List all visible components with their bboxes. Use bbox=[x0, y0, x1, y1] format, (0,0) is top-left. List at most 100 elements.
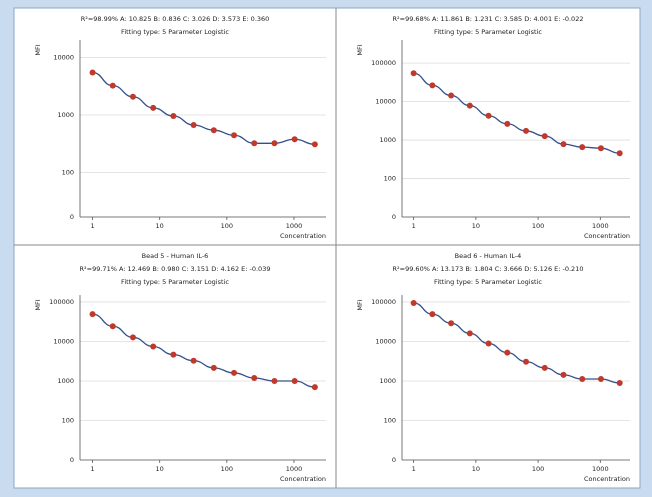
y-tick-label: 100000 bbox=[49, 298, 74, 306]
x-tick-label: 10 bbox=[472, 465, 480, 473]
data-point bbox=[150, 343, 157, 350]
data-point bbox=[429, 82, 436, 89]
y-tick-label: 100000 bbox=[371, 59, 396, 67]
y-tick-label: 1000 bbox=[57, 377, 74, 385]
x-tick-label: 1000 bbox=[286, 222, 303, 230]
data-point bbox=[485, 112, 492, 119]
panel bbox=[13, 7, 641, 489]
y-tick-label: 0 bbox=[70, 456, 74, 464]
x-tick-label: 100 bbox=[221, 465, 233, 473]
fit-equation: R²=98.99% A: 10.825 B: 0.836 C: 3.026 D:… bbox=[81, 15, 270, 23]
data-point bbox=[410, 299, 417, 306]
data-point bbox=[170, 113, 177, 120]
chart-subtitle: Fitting type: 5 Parameter Logistic bbox=[434, 28, 542, 36]
data-point bbox=[150, 104, 157, 111]
data-point bbox=[271, 140, 278, 147]
chart-title: Bead 6 - Human IL-4 bbox=[455, 252, 522, 260]
data-point bbox=[616, 379, 623, 386]
data-point bbox=[190, 122, 197, 129]
x-tick-label: 1000 bbox=[286, 465, 303, 473]
y-tick-label: 1000 bbox=[379, 136, 396, 144]
x-tick-label: 1 bbox=[90, 222, 94, 230]
fit-equation: R²=99.68% A: 11.861 B: 1.231 C: 3.585 D:… bbox=[393, 15, 584, 23]
data-point bbox=[231, 132, 238, 139]
data-point bbox=[579, 144, 586, 151]
data-point bbox=[271, 377, 278, 384]
data-point bbox=[429, 311, 436, 318]
fit-equation: R²=99.60% A: 13.173 B: 1.804 C: 3.666 D:… bbox=[393, 265, 584, 273]
y-tick-label: 0 bbox=[70, 213, 74, 221]
chart-title: Bead 5 - Human IL-6 bbox=[142, 252, 209, 260]
x-tick-label: 10 bbox=[156, 222, 164, 230]
x-tick-label: 10 bbox=[472, 222, 480, 230]
data-point bbox=[466, 330, 473, 337]
chart-subtitle: Fitting type: 5 Parameter Logistic bbox=[121, 278, 229, 286]
y-axis-label: MFI bbox=[34, 299, 42, 310]
y-tick-label: 10000 bbox=[375, 337, 396, 345]
data-point bbox=[129, 334, 136, 341]
y-tick-label: 10000 bbox=[53, 53, 74, 61]
data-point bbox=[523, 127, 530, 134]
y-tick-label: 10000 bbox=[53, 337, 74, 345]
data-point bbox=[231, 369, 238, 376]
data-point bbox=[251, 374, 258, 381]
x-tick-label: 100 bbox=[532, 222, 544, 230]
data-point bbox=[466, 102, 473, 109]
x-tick-label: 1 bbox=[412, 465, 416, 473]
y-tick-label: 10000 bbox=[375, 98, 396, 106]
x-axis-label: Concentration bbox=[280, 475, 326, 483]
x-tick-label: 1000 bbox=[592, 222, 609, 230]
chart-subtitle: Fitting type: 5 Parameter Logistic bbox=[121, 28, 229, 36]
data-point bbox=[190, 357, 197, 364]
x-axis-label: Concentration bbox=[280, 232, 326, 240]
x-tick-label: 100 bbox=[532, 465, 544, 473]
chart-subtitle: Fitting type: 5 Parameter Logistic bbox=[434, 278, 542, 286]
x-tick-label: 100 bbox=[221, 222, 233, 230]
x-tick-label: 1 bbox=[90, 465, 94, 473]
data-point bbox=[210, 364, 217, 371]
data-point bbox=[523, 358, 530, 365]
x-tick-label: 1 bbox=[412, 222, 416, 230]
data-point bbox=[410, 70, 417, 77]
y-tick-label: 0 bbox=[392, 213, 396, 221]
y-tick-label: 0 bbox=[392, 456, 396, 464]
data-point bbox=[448, 92, 455, 99]
data-point bbox=[541, 364, 548, 371]
data-point bbox=[311, 141, 318, 148]
x-axis-label: Concentration bbox=[584, 475, 630, 483]
fit-equation: R²=99.71% A: 12.469 B: 0.980 C: 3.151 D:… bbox=[80, 265, 271, 273]
data-point bbox=[616, 150, 623, 157]
data-point bbox=[597, 145, 604, 152]
data-point bbox=[448, 320, 455, 327]
y-axis-label: MFI bbox=[356, 44, 364, 55]
y-tick-label: 100 bbox=[384, 175, 396, 183]
data-point bbox=[560, 141, 567, 148]
data-point bbox=[291, 377, 298, 384]
y-tick-label: 100 bbox=[62, 169, 74, 177]
y-tick-label: 1000 bbox=[379, 377, 396, 385]
data-point bbox=[560, 371, 567, 378]
data-point bbox=[109, 323, 116, 330]
data-point bbox=[89, 69, 96, 76]
data-point bbox=[504, 349, 511, 356]
x-tick-label: 1000 bbox=[592, 465, 609, 473]
x-axis-label: Concentration bbox=[584, 232, 630, 240]
data-point bbox=[485, 340, 492, 347]
data-point bbox=[170, 351, 177, 358]
data-point bbox=[109, 82, 116, 89]
y-tick-label: 100 bbox=[384, 416, 396, 424]
y-tick-label: 1000 bbox=[57, 111, 74, 119]
y-axis-label: MFI bbox=[34, 44, 42, 55]
y-tick-label: 100 bbox=[62, 416, 74, 424]
data-point bbox=[597, 376, 604, 383]
data-point bbox=[210, 127, 217, 134]
data-point bbox=[291, 136, 298, 143]
data-point bbox=[579, 376, 586, 383]
x-tick-label: 10 bbox=[156, 465, 164, 473]
data-point bbox=[541, 133, 548, 140]
data-point bbox=[504, 120, 511, 127]
data-point bbox=[311, 384, 318, 391]
data-point bbox=[251, 140, 258, 147]
data-point bbox=[129, 93, 136, 100]
